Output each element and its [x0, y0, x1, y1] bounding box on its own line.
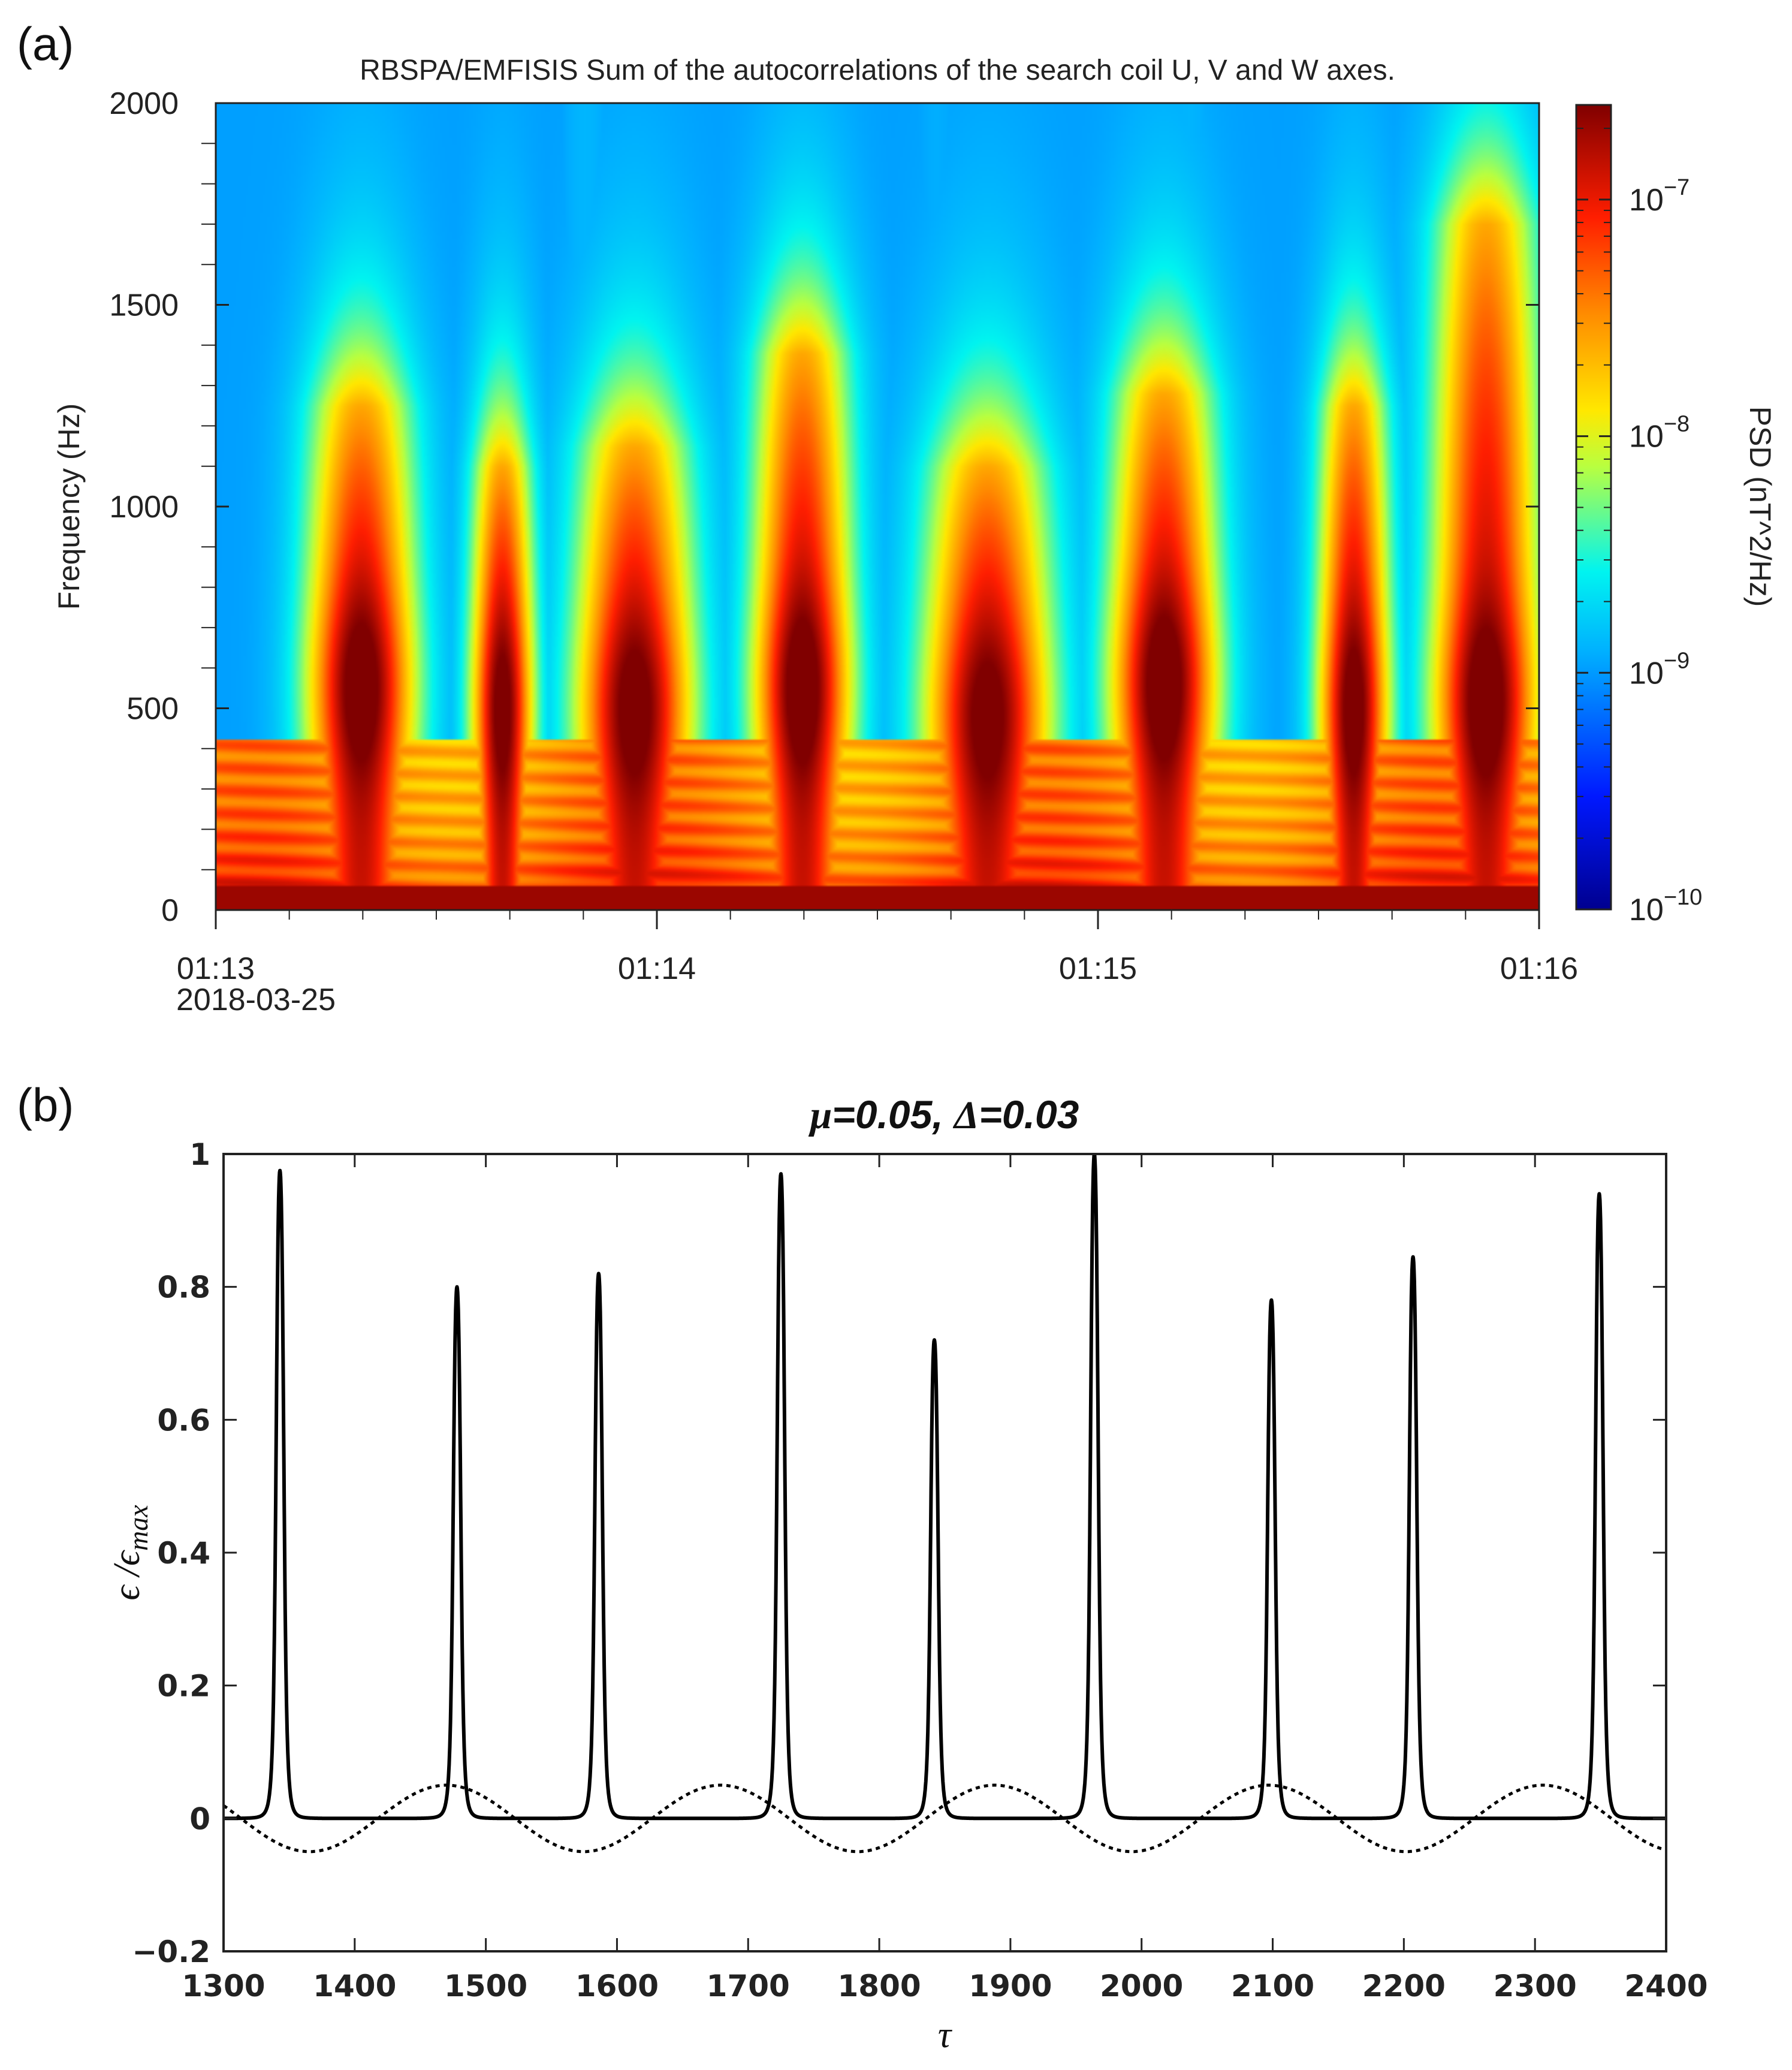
y-tick-label: 0.2: [157, 1669, 210, 1704]
y-tick-label: 1000: [109, 490, 179, 525]
panel-a-date-label: 2018-03-25: [176, 983, 336, 1017]
colorbar-tick-exponent: −9: [1664, 648, 1690, 673]
panel-b-plot-background: [224, 1154, 1666, 1951]
peak-marker: [596, 1271, 601, 1276]
x-tick-label: 1900: [969, 1969, 1052, 2003]
colorbar-tick-exponent: −8: [1664, 412, 1690, 437]
panel-b-label: (b): [17, 1078, 74, 1131]
panel-b-x-label: τ: [938, 2015, 953, 2056]
peak-marker: [1269, 1298, 1274, 1302]
x-tick-label: 2000: [1100, 1969, 1183, 2003]
colorbar-tick-label: 10−8: [1629, 412, 1690, 454]
peak-marker: [455, 1285, 459, 1289]
panel-a-x-ticks: 01:13 01:14 01:15 01:16: [177, 910, 1578, 986]
colorbar-tick-label: 10−7: [1629, 175, 1690, 218]
y-tick-label: 0: [161, 893, 179, 928]
title-delta-value: =0.03: [979, 1092, 1079, 1137]
x-tick-label: 01:15: [1059, 951, 1137, 986]
colorbar-tick-base: 10: [1629, 893, 1664, 927]
peak-marker: [779, 1172, 783, 1176]
panel-a-y-ticks: 0 500 1000 1500 2000: [109, 86, 1539, 928]
dotted-series-line: [224, 1783, 1666, 1854]
panel-b-title: μ=0.05, Δ=0.03: [808, 1092, 1079, 1137]
title-delta-symbol: Δ: [952, 1093, 979, 1137]
x-tick-label: 2200: [1362, 1969, 1446, 2003]
y-label-main: ϵ /ϵ: [107, 1550, 147, 1601]
x-tick-label: 2100: [1231, 1969, 1314, 2003]
peak-marker: [278, 1168, 282, 1173]
peak-marker: [1411, 1255, 1415, 1259]
colorbar-tick-base: 10: [1629, 183, 1664, 218]
title-mu-symbol: μ: [808, 1093, 832, 1137]
panel-a-y-label: Frequency (Hz): [52, 403, 86, 610]
y-tick-label: 2000: [109, 86, 179, 121]
x-tick-label: 1800: [838, 1969, 921, 2003]
panel-b-series: [224, 1154, 1666, 1854]
colorbar-label: PSD (nT^2/Hz): [1743, 406, 1777, 607]
x-tick-label: 01:14: [618, 951, 696, 986]
panel-a-title: RBSPA/EMFISIS Sum of the autocorrelation…: [360, 55, 1395, 86]
colorbar-tick-base: 10: [1629, 420, 1664, 454]
x-tick-label: 1500: [444, 1969, 527, 2003]
peak-marker: [933, 1338, 936, 1342]
panel-b-y-label: ϵ /ϵmax: [107, 1505, 153, 1601]
y-tick-label: 0: [189, 1801, 210, 1836]
y-tick-label: 1: [189, 1137, 210, 1172]
colorbar-tick-label: 10−9: [1629, 648, 1690, 691]
y-label-subscript: max: [123, 1505, 153, 1551]
peak-marker: [1597, 1192, 1601, 1196]
y-tick-label: 1500: [109, 288, 179, 323]
y-tick-label: −0.2: [132, 1935, 210, 1969]
x-tick-label: 1300: [182, 1969, 265, 2003]
panel-b-y-ticks: −0.2 0 0.2 0.4 0.6 0.8 1: [132, 1137, 1666, 1969]
x-tick-label: 01:16: [1500, 951, 1578, 986]
colorbar-tick-base: 10: [1629, 656, 1664, 691]
y-tick-label: 500: [126, 692, 179, 727]
y-tick-label: 0.6: [157, 1403, 210, 1438]
x-tick-label: 2400: [1624, 1969, 1707, 2003]
colorbar-tick-label: 10−10: [1629, 885, 1702, 927]
solid-series-line: [224, 1154, 1666, 1821]
y-tick-label: 0.4: [157, 1536, 210, 1571]
title-mu-value: =0.05,: [832, 1092, 954, 1137]
y-tick-label: 0.8: [157, 1270, 210, 1305]
x-tick-label: 2300: [1494, 1969, 1577, 2003]
x-tick-label: 01:13: [177, 951, 255, 986]
x-tick-label: 1700: [707, 1969, 790, 2003]
x-tick-label: 1600: [575, 1969, 659, 2003]
panel-b-x-ticks: 1300 1400 1500 1600 1700 1800 1900 2000 2100 2200…: [182, 1154, 1708, 2003]
x-tick-label: 1400: [313, 1969, 396, 2003]
colorbar-tick-exponent: −10: [1664, 885, 1702, 910]
spectrogram-image: [216, 103, 1539, 910]
colorbar-tick-exponent: −7: [1664, 175, 1690, 200]
spectrogram-canvas: [216, 103, 1539, 910]
panel-a-label: (a): [17, 17, 74, 70]
